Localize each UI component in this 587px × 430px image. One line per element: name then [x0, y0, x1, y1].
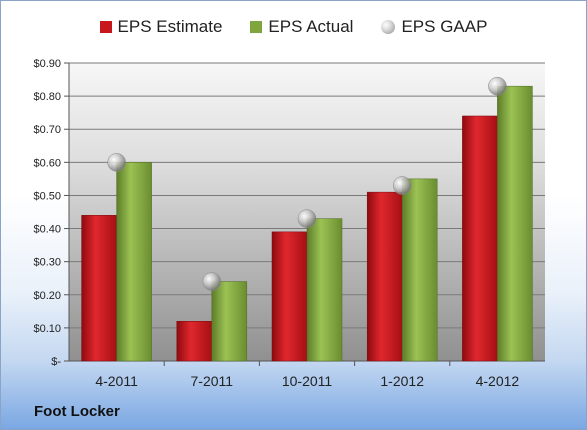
y-tick-label: $0.80: [33, 91, 61, 103]
bar-eps-estimate: [366, 191, 403, 362]
legend-swatch-estimate: [99, 21, 112, 33]
y-tick-label: $0.40: [33, 224, 61, 236]
legend-swatch-gaap: [381, 20, 396, 34]
legend-swatch-actual: [250, 21, 263, 33]
x-tick-label: 7-2011: [191, 373, 234, 389]
x-tick-label: 4-2011: [95, 373, 138, 389]
y-tick-label: $0.90: [33, 58, 61, 70]
y-tick-label: $0.50: [33, 190, 61, 202]
bar-eps-actual: [116, 162, 152, 362]
bar-eps-actual: [401, 178, 438, 362]
legend-label-gaap: EPS GAAP: [401, 17, 488, 36]
point-eps-gaap: [488, 76, 507, 96]
y-tick-label: $0.60: [33, 157, 61, 169]
point-eps-gaap: [107, 153, 126, 172]
legend: EPS Estimate EPS Actual EPS GAAP: [1, 17, 586, 37]
bar-eps-estimate: [81, 215, 117, 362]
company-label: Foot Locker: [34, 403, 120, 420]
legend-label-estimate: EPS Estimate: [117, 17, 223, 36]
y-tick-label: $0.10: [33, 323, 61, 335]
legend-item-gaap: EPS GAAP: [381, 17, 487, 37]
legend-label-actual: EPS Actual: [268, 17, 354, 36]
y-tick-label: $0.30: [33, 257, 61, 269]
bar-eps-actual: [306, 218, 343, 362]
bar-eps-estimate: [176, 321, 213, 362]
y-tick-label: $0.70: [33, 124, 61, 136]
x-tick-label: 1-2012: [380, 373, 424, 389]
x-tick-label: 4-2012: [476, 373, 520, 389]
legend-item-estimate: EPS Estimate: [99, 17, 223, 37]
x-tick-label: 10-2011: [282, 373, 333, 389]
bar-eps-actual: [211, 281, 248, 362]
bar-eps-estimate: [271, 231, 308, 362]
legend-item-actual: EPS Actual: [250, 17, 353, 37]
y-tick-label: $0.20: [33, 290, 61, 302]
bar-eps-estimate: [462, 115, 498, 362]
point-eps-gaap: [202, 272, 222, 291]
bar-eps-actual: [497, 85, 533, 362]
point-eps-gaap: [392, 176, 412, 195]
y-tick-label: $-: [51, 356, 61, 368]
point-eps-gaap: [297, 209, 317, 228]
